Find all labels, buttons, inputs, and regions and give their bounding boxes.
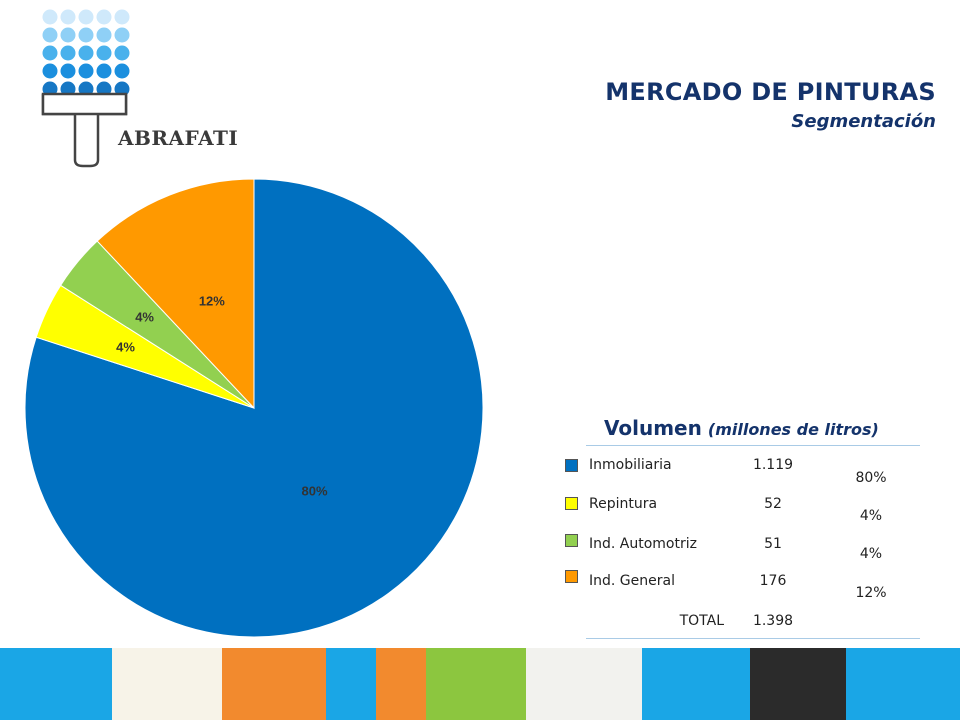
paint-brushes-image bbox=[112, 648, 222, 720]
table-bottom-rule bbox=[586, 638, 920, 639]
footer-color-block bbox=[0, 648, 112, 720]
pie-data-label: 80% bbox=[302, 483, 328, 498]
footer-image-strip bbox=[0, 648, 960, 720]
paint-brush-icon bbox=[41, 92, 128, 168]
logo-dot-grid bbox=[42, 9, 130, 97]
row-name: Inmobiliaria bbox=[589, 457, 672, 473]
footer-color-block bbox=[642, 648, 750, 720]
row-percent: 4% bbox=[859, 508, 883, 524]
volume-heading: Volumen (millones de litros) bbox=[604, 416, 879, 440]
pie-data-label: 4% bbox=[116, 340, 135, 355]
footer-color-block bbox=[222, 648, 326, 720]
table-top-rule bbox=[586, 445, 920, 446]
logo-dot bbox=[42, 45, 58, 61]
row-value: 176 bbox=[759, 573, 787, 589]
logo-dot bbox=[96, 27, 112, 43]
pie-data-label: 4% bbox=[135, 309, 154, 324]
logo-dot bbox=[60, 27, 76, 43]
row-name: Ind. General bbox=[589, 573, 675, 589]
row-percent: 4% bbox=[859, 546, 883, 562]
logo-dot bbox=[78, 63, 94, 79]
paint-roller-image bbox=[526, 648, 642, 720]
footer-color-block bbox=[846, 648, 960, 720]
logo-dot bbox=[60, 63, 76, 79]
footer-color-block bbox=[426, 648, 526, 720]
logo-dot bbox=[60, 45, 76, 61]
legend-swatch-repintura bbox=[565, 497, 578, 510]
page-subtitle: Segmentación bbox=[791, 111, 936, 132]
total-value: 1.398 bbox=[752, 613, 794, 629]
pie-chart: 80% 4% 4% 12% bbox=[24, 178, 484, 638]
pie-slice-ind-general bbox=[96, 178, 255, 410]
row-value: 52 bbox=[764, 496, 782, 512]
logo-dot bbox=[114, 63, 130, 79]
logo-dot bbox=[42, 9, 58, 25]
total-label: TOTAL bbox=[679, 613, 724, 629]
row-value: 1.119 bbox=[752, 457, 794, 473]
row-percent: 12% bbox=[855, 585, 887, 601]
logo-dot bbox=[114, 27, 130, 43]
volume-heading-label: Volumen bbox=[604, 416, 702, 440]
logo-text: ABRAFATI bbox=[118, 126, 239, 150]
logo-dot bbox=[60, 9, 76, 25]
logo-dot bbox=[114, 9, 130, 25]
legend-swatch-ind-automotriz bbox=[565, 534, 578, 547]
row-name: Ind. Automotriz bbox=[589, 536, 697, 552]
legend-swatch-ind-general bbox=[565, 570, 578, 583]
pie-data-label: 12% bbox=[199, 294, 225, 309]
logo-dot bbox=[96, 45, 112, 61]
footer-color-block bbox=[376, 648, 426, 720]
logo-dot bbox=[96, 63, 112, 79]
row-value: 51 bbox=[764, 536, 782, 552]
volume-unit-label: (millones de litros) bbox=[707, 420, 879, 439]
logo-dot bbox=[96, 9, 112, 25]
legend-swatch-inmobiliaria bbox=[565, 459, 578, 472]
row-name: Repintura bbox=[589, 496, 658, 512]
logo-dot bbox=[78, 27, 94, 43]
abrafati-logo bbox=[41, 9, 130, 168]
paint-cans-image bbox=[750, 648, 846, 720]
row-percent: 80% bbox=[855, 470, 887, 486]
logo-dot bbox=[114, 45, 130, 61]
logo-dot bbox=[42, 63, 58, 79]
logo-dot bbox=[78, 9, 94, 25]
logo-dot bbox=[78, 45, 94, 61]
logo-dot bbox=[42, 27, 58, 43]
page-title: MERCADO DE PINTURAS bbox=[605, 78, 936, 106]
